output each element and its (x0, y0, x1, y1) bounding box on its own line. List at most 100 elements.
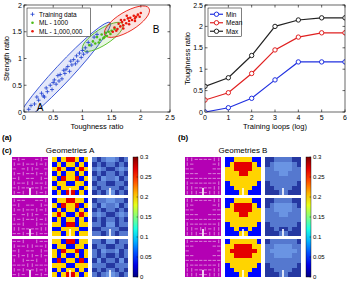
x-tick-label: 0 (22, 114, 26, 121)
geometry-cell (243, 258, 248, 263)
geometry-cell (12, 231, 17, 236)
geometry-cell (257, 198, 262, 203)
geometry-cell (288, 203, 293, 208)
geometry-cell (75, 212, 80, 217)
geometry-cell (119, 203, 124, 208)
geometry-cell (208, 222, 213, 227)
geometry-cell (119, 171, 124, 176)
material-line (22, 183, 25, 184)
geometry-cell (265, 162, 270, 167)
geometry-cell (35, 186, 40, 191)
material-line (213, 265, 216, 266)
geometry-cell (288, 171, 293, 176)
scatter-point (137, 13, 140, 16)
crack (202, 229, 204, 236)
geometry-cell (92, 227, 97, 232)
material-line (36, 172, 37, 176)
geometry-cell (243, 239, 248, 244)
geometry-cell (30, 203, 35, 208)
geometry-cell (288, 268, 293, 273)
geometry-cell (185, 171, 190, 176)
geometry-cell (270, 222, 275, 227)
geometry-cell (92, 203, 97, 208)
geometry-cell (92, 217, 97, 222)
geometry-cell (124, 181, 129, 186)
geometry-cell (239, 212, 244, 217)
colorbar-tick-label: 0.25 (313, 174, 325, 180)
geometry-cell (52, 186, 57, 191)
geometry-cell (239, 176, 244, 181)
geometry-cell (288, 162, 293, 167)
line-marker (226, 76, 230, 80)
material-line (218, 186, 219, 190)
geometry-cell (101, 231, 106, 236)
material-line (187, 199, 188, 203)
material-line (23, 240, 24, 244)
geometry-cell (39, 212, 44, 217)
scatter-point (92, 35, 96, 39)
x-tick (228, 5, 229, 8)
geometry-cell (115, 217, 120, 222)
geometry-cell (199, 203, 204, 208)
geometry-cell (84, 222, 89, 227)
material-line (190, 241, 193, 242)
geometry-cell (270, 162, 275, 167)
geometry-cell (115, 167, 120, 172)
geometry-cell (106, 162, 111, 167)
geometry-cell (239, 263, 244, 268)
geometry-cell (217, 181, 222, 186)
geometry-cell (190, 272, 195, 277)
y-tick (343, 26, 346, 27)
line-marker (205, 98, 207, 102)
legend-label: ML - 1000 (39, 19, 68, 26)
geometry-cell (115, 272, 120, 277)
geometry-cell (30, 258, 35, 263)
material-line (186, 246, 189, 247)
geometry-cell (57, 186, 62, 191)
geometry-cell (57, 263, 62, 268)
geometry-cell (26, 249, 31, 254)
geometry-cell (265, 222, 270, 227)
material-line (26, 233, 29, 234)
material-line (204, 260, 207, 261)
material-line (213, 178, 216, 179)
geometry-cell (208, 244, 213, 249)
geometry-cell (92, 253, 97, 258)
geometry-cell (297, 272, 302, 277)
material-line (13, 274, 16, 275)
material-line (31, 269, 34, 270)
geometry-cell (203, 167, 208, 172)
geometry-cell (115, 181, 120, 186)
crack (202, 188, 204, 195)
geometry-cell (212, 208, 217, 213)
geometry-cell (101, 272, 106, 277)
x-tick-label: 0 (203, 114, 207, 121)
geometry-cell (208, 190, 213, 195)
geometry-cell (270, 167, 275, 172)
scatter-point (132, 14, 135, 17)
geometry-cell (243, 203, 248, 208)
geometry-cell (21, 212, 26, 217)
geometry-cell (57, 212, 62, 217)
geometry-cell (190, 176, 195, 181)
geometry-cell (297, 227, 302, 232)
geometry-cell (230, 244, 235, 249)
geometry-cell (39, 222, 44, 227)
colorbar-tick-label: 0.05 (140, 254, 152, 260)
material-line (31, 233, 34, 234)
geometry-cell (30, 162, 35, 167)
geometry-cell (243, 162, 248, 167)
geometry-cell (252, 198, 257, 203)
material-line (14, 199, 15, 203)
geometry-cell (21, 258, 26, 263)
geometry-cell (57, 253, 62, 258)
geometry-cell (70, 176, 75, 181)
geometry-cell (17, 227, 22, 232)
geometry-cell (217, 171, 222, 176)
geometry-cell (234, 176, 239, 181)
scatter-point (125, 14, 128, 17)
geometry-cell (124, 217, 129, 222)
geometry-cell (257, 231, 262, 236)
material-line (22, 228, 25, 229)
geometry-cell (252, 171, 257, 176)
